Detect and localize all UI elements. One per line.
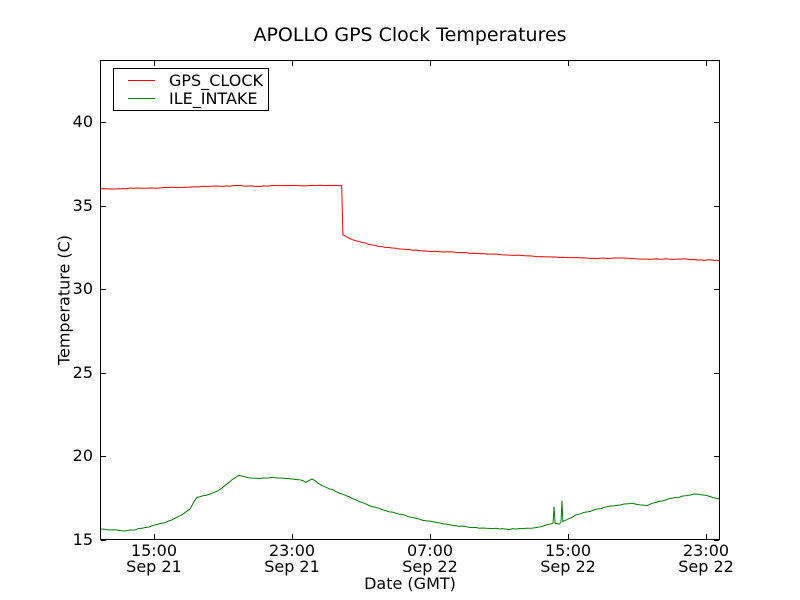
legend-entry: ILE_INTAKE bbox=[114, 88, 268, 108]
y-axis-title: Temperature (C) bbox=[54, 234, 74, 366]
legend-entry: GPS_CLOCK bbox=[114, 70, 268, 90]
legend-line-sample bbox=[128, 97, 155, 99]
x-tick-time: 23:00 bbox=[268, 541, 316, 560]
gps-clock-line bbox=[100, 184, 720, 262]
x-tick-time: 07:00 bbox=[406, 541, 454, 560]
x-tick-label: 23:00 Sep 21 bbox=[244, 543, 340, 575]
axes-frame bbox=[100, 60, 720, 540]
y-tick-label: 40 bbox=[72, 112, 93, 132]
legend-label: ILE_INTAKE bbox=[169, 88, 258, 108]
x-axis-title: Date (GMT) bbox=[364, 574, 456, 593]
x-tick-date: Sep 21 bbox=[126, 557, 182, 576]
legend: GPS_CLOCK ILE_INTAKE bbox=[113, 68, 269, 111]
chart-title: APOLLO GPS Clock Temperatures bbox=[253, 24, 567, 46]
legend-line-sample bbox=[128, 79, 155, 81]
x-tick-date: Sep 22 bbox=[402, 557, 458, 576]
x-tick-date: Sep 22 bbox=[540, 557, 596, 576]
y-tick-label: 35 bbox=[72, 195, 93, 215]
y-tick-label: 25 bbox=[72, 362, 93, 382]
x-tick-time: 15:00 bbox=[544, 541, 592, 560]
x-tick-label: 15:00 Sep 22 bbox=[520, 543, 616, 575]
x-tick-label: 07:00 Sep 22 bbox=[382, 543, 478, 575]
x-tick-date: Sep 22 bbox=[678, 557, 734, 576]
y-tick-label: 15 bbox=[72, 530, 93, 549]
y-tick-label: 30 bbox=[72, 279, 93, 299]
x-tick-time: 23:00 bbox=[682, 541, 730, 560]
y-tick-label: 20 bbox=[72, 446, 93, 466]
legend-label: GPS_CLOCK bbox=[169, 70, 263, 90]
x-tick-time: 15:00 bbox=[130, 541, 178, 560]
x-tick-label: 23:00 Sep 22 bbox=[658, 543, 754, 575]
ile-intake-line bbox=[100, 475, 720, 532]
x-tick-date: Sep 21 bbox=[264, 557, 320, 576]
x-tick-label: 15:00 Sep 21 bbox=[106, 543, 202, 575]
